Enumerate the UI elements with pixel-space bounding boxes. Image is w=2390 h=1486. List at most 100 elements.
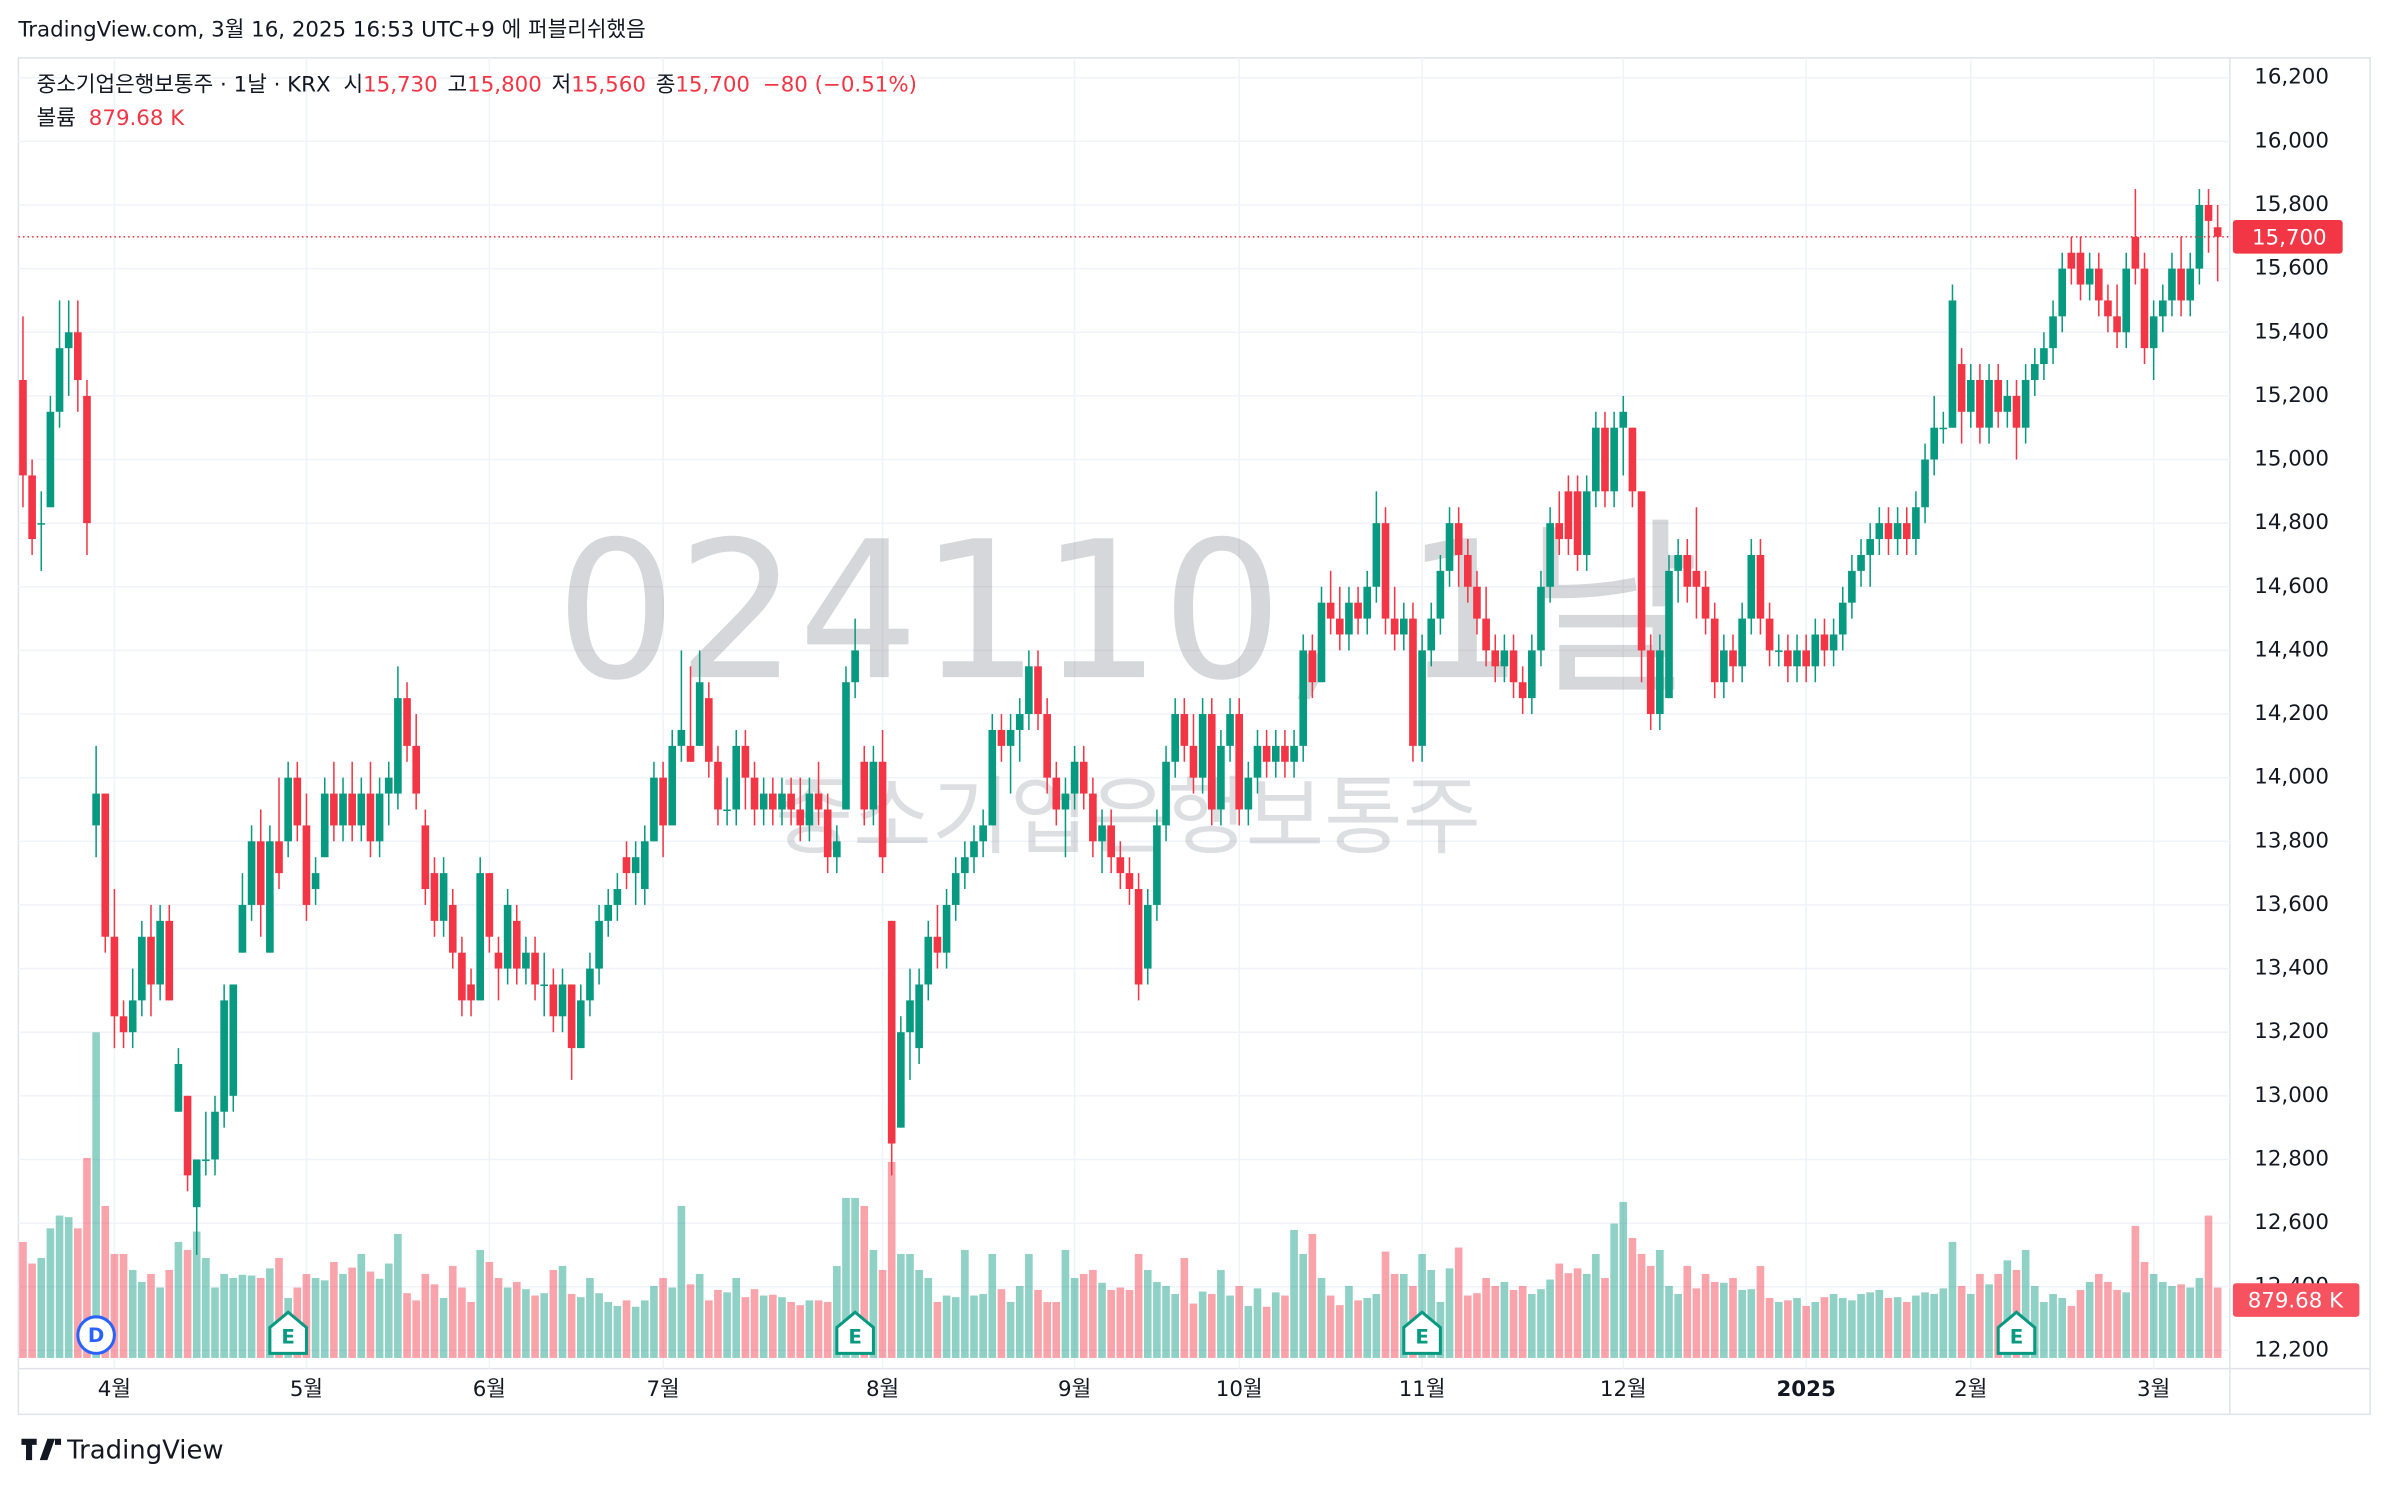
earnings-marker-label: E <box>2010 1326 2024 1349</box>
volume-bar <box>1070 1277 1079 1358</box>
volume-bar <box>1546 1279 1554 1358</box>
volume-bar <box>485 1261 494 1358</box>
volume-bar <box>2030 1285 2039 1358</box>
volume-bar <box>1271 1292 1280 1358</box>
y-tick-label: 13,200 <box>2254 1019 2329 1044</box>
candle-body <box>512 920 521 969</box>
volume-bar <box>1976 1273 1984 1358</box>
candle-body <box>1098 825 1106 842</box>
volume-bar <box>412 1300 420 1358</box>
candle-body <box>686 745 695 762</box>
candle-body <box>1372 523 1381 587</box>
volume-bar <box>1015 1285 1024 1358</box>
volume-bar <box>2204 1215 2213 1358</box>
volume-bar <box>1948 1241 1957 1358</box>
candle-body <box>293 777 302 826</box>
candle-body <box>1884 523 1893 540</box>
y-tick-label: 12,600 <box>2254 1210 2329 1235</box>
last-price-box <box>2232 220 2343 254</box>
volume-bar <box>183 1249 192 1358</box>
volume-bar <box>83 1157 91 1358</box>
y-tick-label: 12,200 <box>2254 1337 2329 1362</box>
candle-layer <box>19 189 2222 1255</box>
volume-bar <box>1939 1288 1948 1358</box>
volume-bar <box>1162 1285 1170 1358</box>
volume-bar <box>961 1249 969 1358</box>
legend-change: −80 (−0.51%) <box>763 72 917 97</box>
volume-bar <box>202 1257 210 1358</box>
volume-bar <box>1884 1297 1893 1358</box>
volume-bar <box>366 1271 375 1358</box>
y-tick-label: 14,800 <box>2254 510 2329 535</box>
candle-body <box>1985 379 1993 428</box>
volume-bar <box>1665 1285 1673 1358</box>
candle-body <box>1509 650 1518 683</box>
volume-layer <box>19 1032 2222 1358</box>
candle-body <box>2058 268 2067 317</box>
volume-bar <box>1381 1251 1390 1358</box>
x-tick-label: 12월 <box>1600 1377 1647 1402</box>
volume-bar <box>1573 1268 1582 1358</box>
candle-body <box>1454 523 1463 555</box>
volume-bar <box>2049 1293 2057 1358</box>
candle-body <box>284 777 292 842</box>
candle-body <box>211 1111 219 1160</box>
volume-bar <box>220 1273 228 1358</box>
volume-bar <box>1290 1229 1298 1358</box>
candle-body <box>1235 714 1244 810</box>
candle-body <box>1399 618 1408 635</box>
volume-bar <box>1628 1237 1637 1358</box>
y-tick-label: 13,400 <box>2254 956 2329 981</box>
volume-bar <box>1335 1305 1344 1358</box>
volume-bar <box>1253 1288 1262 1358</box>
volume-bar <box>439 1297 448 1358</box>
candle-body <box>1226 714 1234 746</box>
candle-body <box>631 857 640 874</box>
volume-bar <box>1765 1297 1774 1358</box>
candle-body <box>640 841 649 890</box>
y-tick-label: 13,800 <box>2254 828 2329 853</box>
candle-body <box>906 1000 914 1033</box>
volume-bar <box>1893 1297 1902 1358</box>
volume-bar <box>988 1253 997 1358</box>
volume-bar <box>2021 1249 2030 1358</box>
candle-body <box>1116 857 1125 874</box>
y-tick-label: 14,400 <box>2254 637 2329 662</box>
volume-bar <box>567 1293 576 1358</box>
volume-bar <box>110 1253 119 1358</box>
volume-bar <box>2094 1273 2103 1358</box>
candle-body <box>2131 236 2140 269</box>
candle-body <box>1491 650 1500 667</box>
y-tick-label: 14,200 <box>2254 701 2329 726</box>
candle-body <box>951 873 960 905</box>
candle-body <box>1738 618 1746 667</box>
volume-bar <box>1518 1285 1527 1358</box>
candle-body <box>979 825 987 842</box>
candle-body <box>750 777 759 810</box>
volume-bar <box>732 1277 741 1358</box>
volume-bar <box>951 1297 960 1358</box>
volume-bar <box>55 1215 64 1358</box>
candle-body <box>1528 650 1536 699</box>
candle-body <box>1939 427 1948 430</box>
candle-body <box>421 825 430 890</box>
candle-body <box>558 984 567 1017</box>
volume-bar <box>1509 1289 1518 1358</box>
candle-body <box>46 411 55 508</box>
volume-bar <box>19 1241 27 1358</box>
volume-bar <box>384 1263 393 1358</box>
y-tick-label: 16,200 <box>2254 65 2329 90</box>
volume-bar <box>823 1301 832 1358</box>
volume-bar <box>613 1305 622 1358</box>
volume-bar <box>695 1273 704 1358</box>
volume-bar <box>915 1269 923 1358</box>
candle-body <box>1464 554 1472 587</box>
candle-body <box>2177 268 2185 301</box>
volume-bar <box>1079 1273 1088 1358</box>
y-tick-label: 12,800 <box>2254 1146 2329 1171</box>
candle-body <box>1061 793 1070 810</box>
candle-body <box>1994 379 2003 412</box>
volume-bar <box>1774 1301 1783 1358</box>
volume-bar <box>1555 1263 1564 1358</box>
volume-bar <box>576 1297 585 1358</box>
